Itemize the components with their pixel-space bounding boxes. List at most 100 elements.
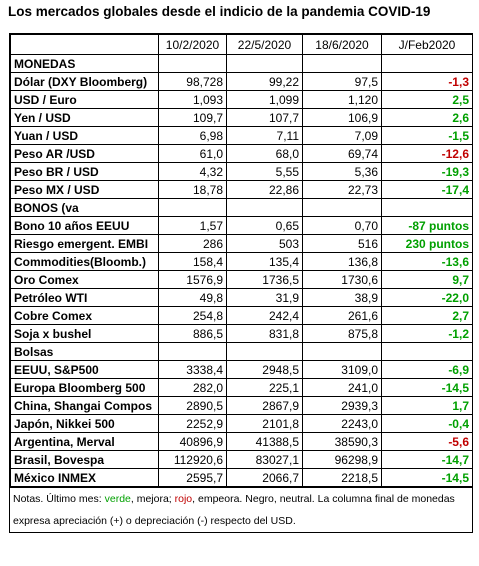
value-cell: 106,9 (302, 108, 382, 127)
value-cell: 83027,1 (226, 450, 303, 469)
value-cell: 107,7 (226, 108, 303, 127)
data-row: Japón, Nikkei 500 2252,9 2101,8 2243,0 -0,4 (10, 414, 473, 433)
row-label: Commodities(Bloomb.) (10, 252, 159, 271)
header-cell: 10/2/2020 (158, 34, 227, 55)
change-cell: -13,6 (381, 252, 473, 271)
data-row: Soja x bushel 886,5 831,8 875,8 -1,2 (10, 324, 473, 343)
change-cell: 230 puntos (381, 234, 473, 253)
change-cell: -1,2 (381, 324, 473, 343)
value-cell: 1730,6 (302, 270, 382, 289)
row-label: Soja x bushel (10, 324, 159, 343)
value-cell: 886,5 (158, 324, 227, 343)
change-cell: 2,7 (381, 306, 473, 325)
row-label: Yen / USD (10, 108, 159, 127)
value-cell: 1736,5 (226, 270, 303, 289)
value-cell: 2252,9 (158, 414, 227, 433)
row-label: Brasil, Bovespa (10, 450, 159, 469)
data-row: Dólar (DXY Bloomberg) 98,728 99,22 97,5 -1,3 (10, 72, 473, 91)
data-row: Yen / USD 109,7 107,7 106,9 2,6 (10, 108, 473, 127)
row-label: Oro Comex (10, 270, 159, 289)
value-cell: 99,22 (226, 72, 303, 91)
data-row: Riesgo emergent. EMBI 286 503 516 230 puntos (10, 234, 473, 253)
empty-cell (381, 198, 473, 217)
value-cell: 7,11 (226, 126, 303, 145)
value-cell: 0,65 (226, 216, 303, 235)
header-cell: 18/6/2020 (302, 34, 382, 55)
change-cell: -87 puntos (381, 216, 473, 235)
change-cell: -5,6 (381, 432, 473, 451)
notes: Notas. Último mes: verde, mejora; rojo, … (10, 487, 472, 532)
row-label: Yuan / USD (10, 126, 159, 145)
table-frame: 10/2/2020 22/5/2020 18/6/2020 J/Feb2020 MONE… (9, 33, 473, 533)
value-cell: 61,0 (158, 144, 227, 163)
value-cell: 5,36 (302, 162, 382, 181)
change-cell: 1,7 (381, 396, 473, 415)
row-label: Cobre Comex (10, 306, 159, 325)
empty-cell (226, 342, 303, 361)
data-row: Peso AR /USD 61,0 68,0 69,74 -12,6 (10, 144, 473, 163)
value-cell: 2066,7 (226, 468, 303, 487)
empty-cell (302, 342, 382, 361)
empty-cell (226, 198, 303, 217)
row-label: Argentina, Merval (10, 432, 159, 451)
value-cell: 254,8 (158, 306, 227, 325)
value-cell: 6,98 (158, 126, 227, 145)
value-cell: 1,099 (226, 90, 303, 109)
value-cell: 1,120 (302, 90, 382, 109)
section-label: Bolsas (10, 342, 159, 361)
data-row: Petróleo WTI 49,8 31,9 38,9 -22,0 (10, 288, 473, 307)
value-cell: 22,86 (226, 180, 303, 199)
change-cell: -14,5 (381, 468, 473, 487)
value-cell: 2867,9 (226, 396, 303, 415)
data-row: EEUU, S&P500 3338,4 2948,5 3109,0 -6,9 (10, 360, 473, 379)
row-label: Petróleo WTI (10, 288, 159, 307)
value-cell: 38,9 (302, 288, 382, 307)
data-row: Argentina, Merval 40896,9 41388,5 38590,3 -5… (10, 432, 473, 451)
data-row: Commodities(Bloomb.) 158,4 135,4 136,8 -13,6 (10, 252, 473, 271)
value-cell: 112920,6 (158, 450, 227, 469)
value-cell: 18,78 (158, 180, 227, 199)
section-label: BONOS (va (10, 198, 159, 217)
empty-cell (158, 54, 227, 73)
change-cell: -12,6 (381, 144, 473, 163)
empty-cell (302, 54, 382, 73)
data-row: Oro Comex 1576,9 1736,5 1730,6 9,7 (10, 270, 473, 289)
change-cell: 2,6 (381, 108, 473, 127)
change-cell: -1,5 (381, 126, 473, 145)
value-cell: 1576,9 (158, 270, 227, 289)
value-cell: 4,32 (158, 162, 227, 181)
value-cell: 242,4 (226, 306, 303, 325)
data-row: Cobre Comex 254,8 242,4 261,6 2,7 (10, 306, 473, 325)
value-cell: 38590,3 (302, 432, 382, 451)
data-row: Bono 10 años EEUU 1,57 0,65 0,70 -87 puntos (10, 216, 473, 235)
data-row: Peso MX / USD 18,78 22,86 22,73 -17,4 (10, 180, 473, 199)
data-row: Brasil, Bovespa 112920,6 83027,1 96298,9 -14… (10, 450, 473, 469)
section-label: MONEDAS (10, 54, 159, 73)
section-row: MONEDAS (10, 54, 473, 73)
data-row: Peso BR / USD 4,32 5,55 5,36 -19,3 (10, 162, 473, 181)
value-cell: 225,1 (226, 378, 303, 397)
value-cell: 1,093 (158, 90, 227, 109)
market-table: 10/2/2020 22/5/2020 18/6/2020 J/Feb2020 MONE… (10, 34, 473, 487)
value-cell: 5,55 (226, 162, 303, 181)
row-label: Bono 10 años EEUU (10, 216, 159, 235)
value-cell: 98,728 (158, 72, 227, 91)
row-label: USD / Euro (10, 90, 159, 109)
row-label: China, Shangai Compos (10, 396, 159, 415)
section-row: Bolsas (10, 342, 473, 361)
value-cell: 831,8 (226, 324, 303, 343)
value-cell: 31,9 (226, 288, 303, 307)
header-cell (10, 34, 159, 55)
value-cell: 2890,5 (158, 396, 227, 415)
data-row: México INMEX 2595,7 2066,7 2218,5 -14,5 (10, 468, 473, 487)
empty-cell (302, 198, 382, 217)
value-cell: 0,70 (302, 216, 382, 235)
change-cell: -22,0 (381, 288, 473, 307)
header-cell: 22/5/2020 (226, 34, 303, 55)
row-label: Peso BR / USD (10, 162, 159, 181)
value-cell: 2243,0 (302, 414, 382, 433)
row-label: Japón, Nikkei 500 (10, 414, 159, 433)
row-label: Riesgo emergent. EMBI (10, 234, 159, 253)
empty-cell (381, 342, 473, 361)
row-label: Peso AR /USD (10, 144, 159, 163)
